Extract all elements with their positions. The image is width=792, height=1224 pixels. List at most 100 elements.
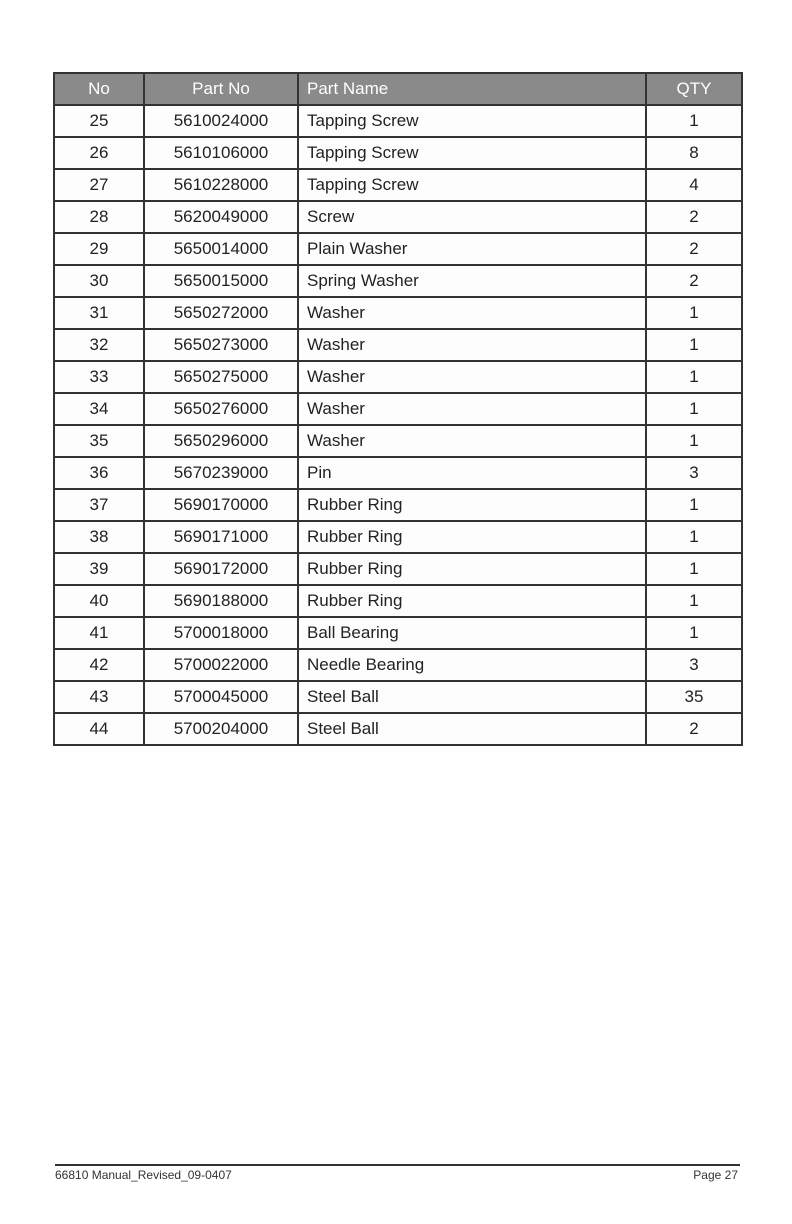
table-row: 40 5690188000 Rubber Ring 1: [53, 584, 743, 618]
table-row: 29 5650014000 Plain Washer 2: [53, 232, 743, 266]
cell-qty: 1: [645, 584, 743, 618]
cell-no: 41: [53, 616, 145, 650]
cell-qty: 2: [645, 712, 743, 746]
cell-no: 36: [53, 456, 145, 490]
table-row: 35 5650296000 Washer 1: [53, 424, 743, 458]
cell-no: 29: [53, 232, 145, 266]
cell-no: 27: [53, 168, 145, 202]
cell-qty: 3: [645, 648, 743, 682]
cell-qty: 1: [645, 488, 743, 522]
cell-part-name: Washer: [297, 392, 647, 426]
cell-part-no: 5650014000: [143, 232, 299, 266]
cell-part-no: 5610106000: [143, 136, 299, 170]
cell-part-no: 5690188000: [143, 584, 299, 618]
cell-part-name: Steel Ball: [297, 712, 647, 746]
cell-part-no: 5700022000: [143, 648, 299, 682]
cell-part-name: Steel Ball: [297, 680, 647, 714]
cell-part-name: Washer: [297, 296, 647, 330]
header-part-name: Part Name: [297, 72, 647, 106]
cell-part-no: 5650015000: [143, 264, 299, 298]
cell-qty: 4: [645, 168, 743, 202]
header-qty: QTY: [645, 72, 743, 106]
footer-page-number: Page 27: [693, 1168, 738, 1182]
cell-qty: 2: [645, 232, 743, 266]
cell-no: 32: [53, 328, 145, 362]
parts-table: No Part No Part Name QTY 25 5610024000 Tap…: [53, 72, 743, 746]
table-row: 32 5650273000 Washer 1: [53, 328, 743, 362]
cell-part-no: 5620049000: [143, 200, 299, 234]
table-row: 26 5610106000 Tapping Screw 8: [53, 136, 743, 170]
cell-qty: 1: [645, 360, 743, 394]
table-row: 41 5700018000 Ball Bearing 1: [53, 616, 743, 650]
cell-qty: 1: [645, 520, 743, 554]
cell-no: 38: [53, 520, 145, 554]
cell-part-no: 5690172000: [143, 552, 299, 586]
cell-part-name: Washer: [297, 424, 647, 458]
table-row: 33 5650275000 Washer 1: [53, 360, 743, 394]
cell-part-name: Rubber Ring: [297, 584, 647, 618]
cell-part-name: Spring Washer: [297, 264, 647, 298]
cell-no: 42: [53, 648, 145, 682]
cell-part-name: Ball Bearing: [297, 616, 647, 650]
cell-part-name: Rubber Ring: [297, 488, 647, 522]
table-row: 36 5670239000 Pin 3: [53, 456, 743, 490]
table-row: 44 5700204000 Steel Ball 2: [53, 712, 743, 746]
cell-qty: 1: [645, 328, 743, 362]
cell-part-name: Pin: [297, 456, 647, 490]
cell-part-no: 5690170000: [143, 488, 299, 522]
cell-no: 43: [53, 680, 145, 714]
cell-no: 37: [53, 488, 145, 522]
cell-no: 28: [53, 200, 145, 234]
cell-part-name: Needle Bearing: [297, 648, 647, 682]
cell-part-no: 5610024000: [143, 104, 299, 138]
table-row: 30 5650015000 Spring Washer 2: [53, 264, 743, 298]
cell-no: 31: [53, 296, 145, 330]
cell-qty: 2: [645, 200, 743, 234]
cell-part-name: Tapping Screw: [297, 168, 647, 202]
cell-no: 44: [53, 712, 145, 746]
footer-divider: [55, 1164, 740, 1166]
cell-qty: 1: [645, 296, 743, 330]
cell-part-no: 5650296000: [143, 424, 299, 458]
cell-no: 30: [53, 264, 145, 298]
cell-no: 34: [53, 392, 145, 426]
header-no: No: [53, 72, 145, 106]
cell-part-name: Tapping Screw: [297, 104, 647, 138]
cell-part-no: 5650276000: [143, 392, 299, 426]
cell-qty: 1: [645, 552, 743, 586]
cell-part-no: 5650273000: [143, 328, 299, 362]
header-part-no: Part No: [143, 72, 299, 106]
table-row: 39 5690172000 Rubber Ring 1: [53, 552, 743, 586]
cell-no: 40: [53, 584, 145, 618]
cell-no: 35: [53, 424, 145, 458]
table-row: 34 5650276000 Washer 1: [53, 392, 743, 426]
table-row: 28 5620049000 Screw 2: [53, 200, 743, 234]
table-row: 31 5650272000 Washer 1: [53, 296, 743, 330]
footer-document-id: 66810 Manual_Revised_09-0407: [55, 1168, 232, 1182]
cell-no: 33: [53, 360, 145, 394]
cell-part-name: Rubber Ring: [297, 520, 647, 554]
cell-qty: 2: [645, 264, 743, 298]
table-row: 27 5610228000 Tapping Screw 4: [53, 168, 743, 202]
table-row: 38 5690171000 Rubber Ring 1: [53, 520, 743, 554]
cell-part-no: 5650272000: [143, 296, 299, 330]
cell-qty: 3: [645, 456, 743, 490]
cell-qty: 1: [645, 424, 743, 458]
cell-part-name: Tapping Screw: [297, 136, 647, 170]
table-row: 37 5690170000 Rubber Ring 1: [53, 488, 743, 522]
cell-part-name: Plain Washer: [297, 232, 647, 266]
cell-no: 39: [53, 552, 145, 586]
cell-part-name: Washer: [297, 328, 647, 362]
cell-part-no: 5700045000: [143, 680, 299, 714]
cell-part-name: Screw: [297, 200, 647, 234]
cell-qty: 35: [645, 680, 743, 714]
cell-part-no: 5700204000: [143, 712, 299, 746]
cell-qty: 8: [645, 136, 743, 170]
cell-qty: 1: [645, 392, 743, 426]
cell-part-no: 5650275000: [143, 360, 299, 394]
table-header-row: No Part No Part Name QTY: [53, 72, 743, 106]
cell-qty: 1: [645, 616, 743, 650]
table-row: 42 5700022000 Needle Bearing 3: [53, 648, 743, 682]
cell-no: 26: [53, 136, 145, 170]
cell-no: 25: [53, 104, 145, 138]
